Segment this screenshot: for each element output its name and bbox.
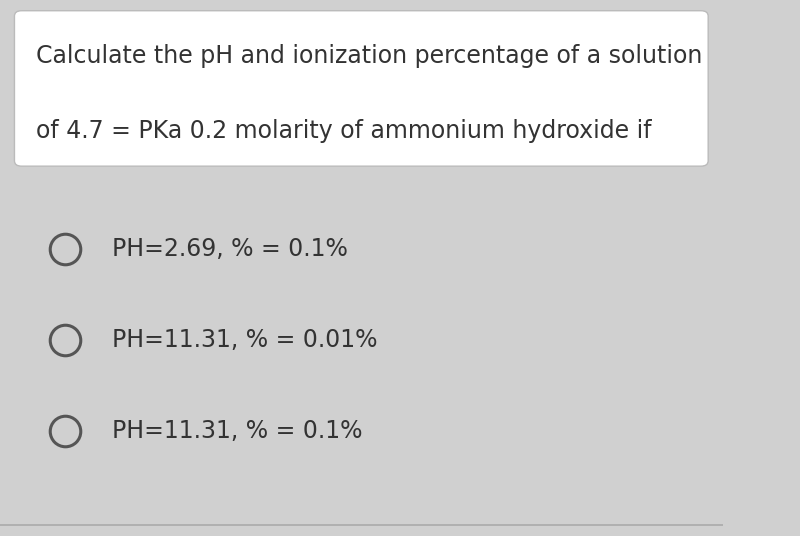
FancyBboxPatch shape xyxy=(14,11,708,166)
Text: PH=2.69, % = 0.1%: PH=2.69, % = 0.1% xyxy=(112,237,348,261)
Text: of 4.7 = PKa 0.2 molarity of ammonium hydroxide if: of 4.7 = PKa 0.2 molarity of ammonium hy… xyxy=(36,120,652,143)
Text: Calculate the pH and ionization percentage of a solution: Calculate the pH and ionization percenta… xyxy=(36,44,702,68)
Text: PH=11.31, % = 0.01%: PH=11.31, % = 0.01% xyxy=(112,329,378,352)
Text: PH=11.31, % = 0.1%: PH=11.31, % = 0.1% xyxy=(112,420,362,443)
